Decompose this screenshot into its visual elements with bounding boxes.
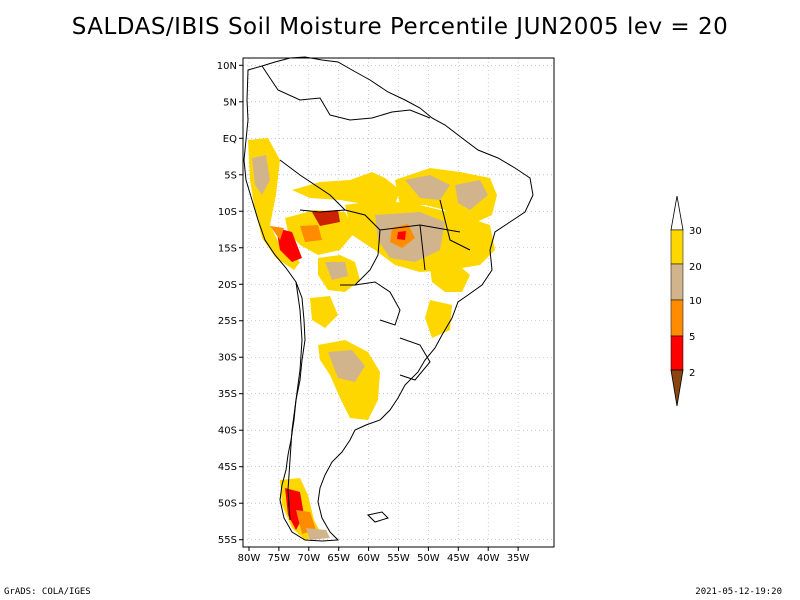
- anomaly-region-amazon: [292, 172, 400, 205]
- lat-tick-label: 50S: [218, 499, 237, 510]
- colorbar-bin-30: [670, 229, 684, 265]
- lat-tick-label: 10N: [217, 61, 237, 72]
- colorbar-label-10: 10: [689, 296, 702, 307]
- coast-falklands: [366, 511, 389, 523]
- colorbar-bin-10: [670, 299, 684, 337]
- lon-tick-label: 75W: [268, 553, 291, 564]
- colorbar-top-arrow: [670, 195, 684, 231]
- border-brazil-north: [329, 109, 431, 121]
- lat-tick-label: 15S: [218, 243, 237, 254]
- border-argentina-chile: [287, 281, 303, 521]
- lon-tick-label: 35W: [507, 553, 530, 564]
- anomaly-region-peru-red: [276, 228, 302, 262]
- lon-tick-label: 70W: [297, 553, 320, 564]
- colorbar-bottom-arrow: [670, 369, 684, 407]
- lat-tick-label: 5S: [224, 170, 237, 181]
- anomaly-region-tierra-del-fuego: [306, 528, 330, 540]
- lon-tick-label: 60W: [357, 553, 380, 564]
- lon-tick-label: 80W: [238, 553, 261, 564]
- colorbar: 30 20 10 5 2: [670, 195, 702, 407]
- colorbar-label-5: 5: [689, 332, 695, 343]
- lat-tick-label: 55S: [218, 535, 237, 546]
- lon-tick-label: 45W: [447, 553, 470, 564]
- lat-tick-label: 40S: [218, 426, 237, 437]
- anomaly-region-bolivia-red: [312, 210, 340, 226]
- colorbar-label-2: 2: [689, 368, 695, 379]
- colorbar-bin-5: [670, 335, 684, 371]
- anomaly-region-east-tan: [455, 180, 488, 210]
- anomaly-region-cuyo: [310, 296, 338, 328]
- grid-lines: [243, 58, 554, 547]
- lat-tick-label: 5N: [223, 97, 237, 108]
- footer-timestamp: 2021-05-12-19:20: [695, 587, 782, 597]
- lat-tick-label: 35S: [218, 389, 237, 400]
- lat-tick-label: 10S: [218, 207, 237, 218]
- lon-tick-label: 40W: [477, 553, 500, 564]
- anomaly-region-northeast-tan: [405, 175, 450, 200]
- coastline-and-borders: [243, 56, 534, 542]
- lon-tick-label: 55W: [387, 553, 410, 564]
- anomaly-region-peru-orange: [270, 226, 284, 240]
- lat-tick-label: 45S: [218, 462, 237, 473]
- colorbar-label-30: 30: [689, 226, 702, 237]
- coastline-south-america: [243, 56, 534, 542]
- footer-credit: GrADS: COLA/IGES: [4, 587, 91, 597]
- anomaly-region-pampas-tan: [328, 350, 365, 382]
- anomaly-region-peru-tan: [252, 155, 270, 195]
- border-paraguay: [354, 281, 401, 326]
- anomaly-region-central-red: [397, 231, 406, 240]
- anomaly-region-bolivia-orange: [300, 225, 322, 242]
- anomaly-region-south-brazil: [425, 300, 452, 338]
- border-brazil-states: [379, 199, 471, 271]
- colorbar-bin-20: [670, 263, 684, 301]
- anomaly-region-se-brazil: [430, 262, 470, 292]
- border-uruguay: [399, 337, 431, 381]
- border-peru-brazil: [279, 159, 346, 211]
- lat-tick-label: 30S: [218, 353, 237, 364]
- axis-tick-labels: 10N 5N EQ 5S 10S 15S 20S 25S 30S 35S 40S 45S 50S 55S8…: [217, 61, 530, 564]
- border-colombia-venezuela: [261, 65, 331, 116]
- anomaly-region-patagonia-orange: [296, 510, 316, 534]
- lon-tick-label: 65W: [327, 553, 350, 564]
- map-title: SALDAS/IBIS Soil Moisture Percentile JUN…: [71, 14, 729, 40]
- colorbar-label-20: 20: [689, 262, 702, 273]
- soil-moisture-field: [248, 138, 497, 540]
- lat-tick-label: 25S: [218, 316, 237, 327]
- lat-tick-label: 20S: [218, 280, 237, 291]
- lat-tick-label: EQ: [223, 134, 237, 145]
- lon-tick-label: 50W: [417, 553, 440, 564]
- anomaly-region-chaco-tan: [325, 262, 348, 280]
